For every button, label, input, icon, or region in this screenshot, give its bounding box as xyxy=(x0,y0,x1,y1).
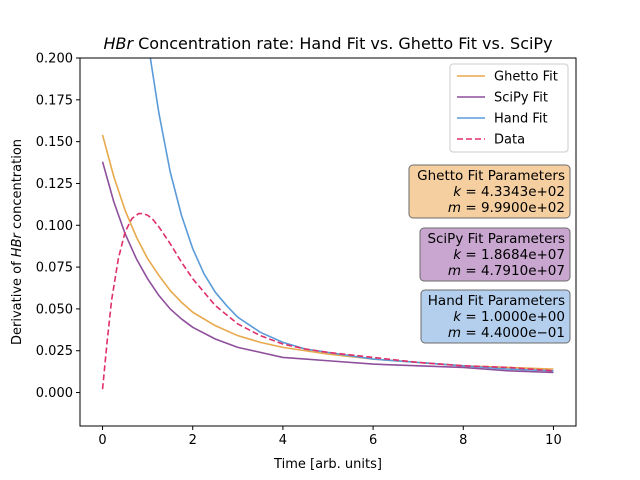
y-tick-label: 0.050 xyxy=(36,302,73,317)
y-tick-label: 0.100 xyxy=(36,219,73,234)
series-line-scipy-fit xyxy=(101,161,554,374)
param-box-scipy xyxy=(419,227,571,282)
x-tick-label: 0 xyxy=(98,433,106,448)
param-box-title: Hand Fit Parameters xyxy=(428,293,565,309)
param-box-hand xyxy=(420,289,571,344)
legend-label: Hand Fit xyxy=(494,112,548,127)
series-layer xyxy=(101,58,554,390)
x-tick-label: 10 xyxy=(545,433,562,448)
x-axis-label: Time [arb. units] xyxy=(273,457,382,472)
param-k: k = 1.8684e+07 xyxy=(453,247,565,263)
param-k: k = 4.3343e+02 xyxy=(453,184,565,200)
y-tick-label: 0.000 xyxy=(36,386,73,401)
x-tick-label: 8 xyxy=(459,433,467,448)
param-m: m = 4.7910e+07 xyxy=(448,263,565,279)
x-tick-label: 4 xyxy=(279,433,287,448)
x-axis: 0 2 4 6 8 10 xyxy=(98,426,562,448)
y-axis: 0.000 0.025 0.050 0.075 0.100 0.125 0.150 0.175… xyxy=(36,52,80,401)
x-tick-label: 2 xyxy=(189,433,197,448)
x-tick-label: 6 xyxy=(369,433,377,448)
param-box-ghetto xyxy=(408,164,571,219)
y-tick-label: 0.200 xyxy=(36,52,73,67)
legend-label: Ghetto Fit xyxy=(494,70,558,85)
param-box-title: Ghetto Fit Parameters xyxy=(417,168,565,184)
y-tick-label: 0.125 xyxy=(36,177,73,192)
param-box-title: SciPy Fit Parameters xyxy=(427,231,565,247)
legend: Ghetto Fit SciPy Fit Hand Fit Data xyxy=(449,63,569,153)
legend-label: Data xyxy=(494,133,525,148)
param-m: m = 4.4000e−01 xyxy=(448,325,565,341)
y-tick-label: 0.025 xyxy=(36,344,73,359)
plot-frame xyxy=(79,57,577,427)
y-tick-label: 0.075 xyxy=(36,261,73,276)
chart-title: HBr Concentration rate: Hand Fit vs. Ghe… xyxy=(103,34,552,53)
legend-label: SciPy Fit xyxy=(494,91,548,106)
param-m: m = 9.9900e+02 xyxy=(448,200,565,216)
param-k: k = 1.0000e+00 xyxy=(453,309,565,325)
y-axis-label: Derivative of HBr concentration xyxy=(10,139,25,345)
y-tick-label: 0.150 xyxy=(36,135,73,150)
legend-box xyxy=(449,63,569,153)
y-tick-label: 0.175 xyxy=(36,93,73,108)
